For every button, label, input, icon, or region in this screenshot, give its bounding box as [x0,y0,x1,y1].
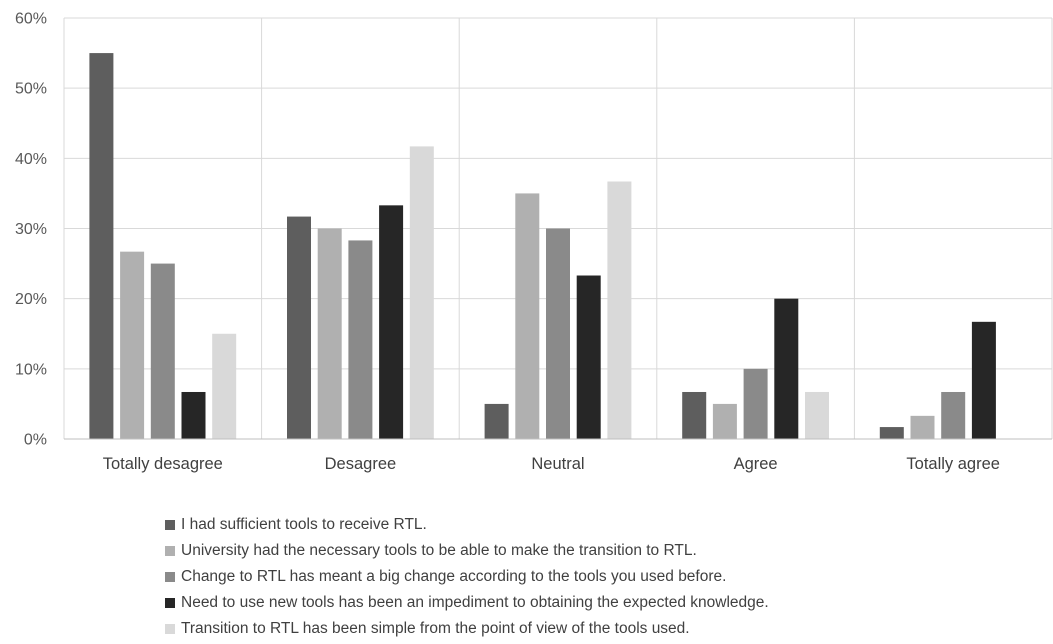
bar [515,193,540,439]
bar [379,205,404,439]
legend: I had sufficient tools to receive RTL. Un… [165,512,769,642]
legend-label: Change to RTL has meant a big change acc… [181,568,727,585]
bar [910,415,935,439]
bar [287,216,311,439]
bar [409,146,434,439]
bar [89,53,114,439]
x-tick-label: Desagree [325,455,397,473]
bar [348,240,373,439]
bar [805,391,829,439]
bar [317,228,342,439]
legend-item: I had sufficient tools to receive RTL. [165,512,769,538]
x-tick-label: Agree [734,455,778,473]
bar [774,298,799,439]
y-tick-label: 60% [15,11,47,28]
legend-label: University had the necessary tools to be… [181,542,697,559]
bar [120,251,145,439]
y-tick-label: 10% [15,361,47,378]
bar-chart: 0% 10% 20% 30% 40% 50% 60% Totally desagree Desa… [15,11,1053,473]
bar [212,333,237,439]
legend-label: Need to use new tools has been an impedi… [181,594,769,611]
bar [971,321,996,439]
x-tick-label: Totally desagree [103,455,223,473]
bar [712,403,737,439]
bar [484,403,509,439]
bar [150,263,175,439]
legend-swatch [165,520,175,530]
legend-item: Transition to RTL has been simple from t… [165,616,769,642]
bar [879,427,904,439]
bar [941,391,966,439]
legend-item: University had the necessary tools to be… [165,538,769,564]
legend-swatch [165,572,175,582]
bar [576,275,601,439]
bar [743,368,768,439]
legend-swatch [165,624,175,634]
bar [607,181,632,439]
legend-swatch [165,598,175,608]
y-tick-label: 0% [24,432,47,449]
legend-item: Change to RTL has meant a big change acc… [165,564,769,590]
y-tick-label: 20% [15,291,47,308]
y-tick-label: 30% [15,221,47,238]
y-tick-label: 50% [15,81,47,98]
bar [682,391,707,439]
legend-label: I had sufficient tools to receive RTL. [181,516,427,533]
legend-swatch [165,546,175,556]
x-tick-label: Totally agree [906,455,1000,473]
bar [546,228,570,439]
y-tick-label: 40% [15,151,47,168]
legend-item: Need to use new tools has been an impedi… [165,590,769,616]
x-tick-label: Neutral [531,455,584,473]
bar [181,391,206,439]
legend-label: Transition to RTL has been simple from t… [181,620,690,637]
